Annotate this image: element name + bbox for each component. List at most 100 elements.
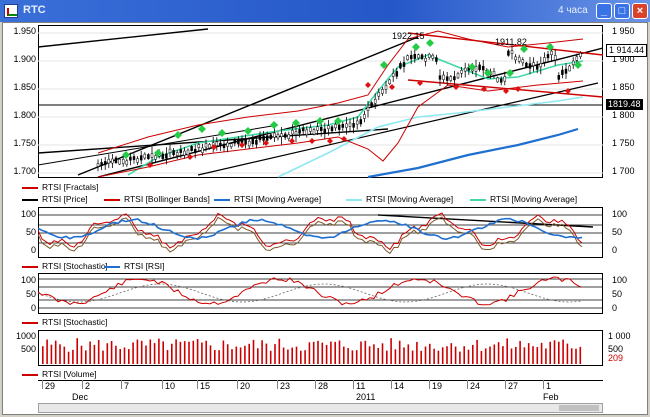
- title-bar: RTC 4 часа _ □ ×: [0, 0, 650, 22]
- maximize-button[interactable]: □: [614, 3, 630, 19]
- trend-line: [38, 28, 209, 48]
- fractal-up-marker: [334, 117, 342, 125]
- candle-body: [575, 56, 579, 61]
- timeframe-label[interactable]: 4 часа: [558, 5, 588, 16]
- candle-body: [539, 63, 543, 68]
- candle-body: [219, 142, 222, 147]
- day-label: 19: [432, 381, 443, 391]
- ma-fast-line: [127, 54, 584, 176]
- fractal-down-marker: [565, 88, 571, 94]
- volume-bar: [132, 342, 134, 364]
- candle-body: [186, 149, 190, 156]
- candle-body: [255, 139, 258, 145]
- candle-body: [492, 71, 496, 76]
- volume-bar: [476, 339, 478, 364]
- volume-bar: [287, 349, 289, 364]
- fractal-up-marker: [122, 151, 130, 159]
- fractal-up-marker: [412, 43, 420, 51]
- stoch-rsi-pane[interactable]: [38, 207, 603, 258]
- scrollbar-thumb[interactable]: [559, 405, 599, 411]
- volume-bar: [347, 348, 349, 364]
- volume-bar: [192, 340, 195, 364]
- candle-body: [535, 64, 539, 70]
- close-button[interactable]: ×: [632, 3, 648, 19]
- candle-body: [409, 55, 413, 60]
- candle-body: [280, 133, 283, 138]
- fractal-up-marker: [546, 43, 554, 51]
- candle-body: [345, 123, 348, 128]
- candle-body: [190, 146, 193, 151]
- trend-line: [97, 47, 603, 178]
- volume-pane[interactable]: [38, 330, 603, 366]
- candle-body: [532, 62, 535, 67]
- osc1-axis-label: 0: [612, 245, 618, 255]
- candle-body: [449, 76, 453, 81]
- volume-bar: [201, 342, 203, 364]
- day-label: 1: [546, 381, 552, 391]
- candle-body: [327, 125, 330, 130]
- volume-bar: [149, 339, 152, 364]
- candle-body: [564, 68, 568, 74]
- candle-body: [237, 139, 240, 145]
- candle-body: [359, 119, 363, 125]
- volume-bar: [472, 344, 474, 364]
- volume-bar: [368, 346, 371, 364]
- candle-body: [334, 123, 337, 129]
- day-tick: [315, 380, 316, 389]
- fractal-up-marker: [380, 61, 388, 69]
- candle-body: [420, 54, 424, 60]
- minimize-button[interactable]: _: [596, 3, 612, 19]
- app-icon: [4, 4, 18, 18]
- volume-bar: [450, 343, 453, 364]
- candle-body: [330, 126, 334, 132]
- candle-body: [438, 75, 442, 80]
- candle-body: [168, 148, 172, 153]
- candle-body: [118, 159, 121, 165]
- volume-bar: [480, 350, 483, 364]
- osc2-left-label: 50: [25, 289, 36, 299]
- volume-bar: [119, 349, 121, 364]
- volume-bar: [140, 340, 143, 364]
- candle-body: [154, 155, 157, 160]
- volume-bar: [334, 341, 336, 364]
- horizontal-scrollbar[interactable]: [38, 403, 603, 413]
- legend-stochastic: RTSI [Stochastic]: [22, 261, 108, 271]
- fractal-down-marker: [211, 144, 217, 150]
- candle-body: [201, 147, 204, 153]
- day-tick: [429, 380, 430, 389]
- month-label: Dec: [72, 392, 89, 402]
- candle-body: [355, 120, 359, 125]
- time-axis[interactable]: [38, 380, 603, 403]
- volume-bar: [579, 346, 582, 364]
- candle-body: [460, 70, 463, 74]
- candle-body: [143, 153, 147, 159]
- candle-body: [197, 144, 201, 148]
- candle-body: [496, 77, 499, 83]
- price-left-label: 1.850: [13, 82, 36, 92]
- candle-body: [391, 72, 395, 77]
- candle-body: [427, 53, 431, 58]
- volume-bar: [162, 341, 164, 364]
- legend-ma-slow: RTSI [Moving Average]: [214, 194, 321, 204]
- volume-bar: [72, 349, 74, 364]
- volume-bar: [106, 343, 109, 364]
- legend-price: RTSI [Price]: [22, 194, 88, 204]
- candle-body: [370, 102, 373, 107]
- candle-body: [521, 59, 525, 64]
- stochastic-chart: [38, 276, 603, 309]
- volume-bar: [545, 348, 547, 364]
- rsi-line: [38, 217, 583, 241]
- candle-body: [514, 56, 517, 61]
- candle-body: [456, 73, 460, 79]
- volume-bar: [257, 348, 259, 364]
- day-label: 15: [200, 381, 211, 391]
- trend-line: [38, 124, 279, 166]
- fractal-up-marker: [484, 69, 492, 77]
- volume-bar: [269, 350, 272, 364]
- candle-body: [125, 160, 129, 165]
- candle-body: [510, 50, 514, 54]
- fractal-up-marker: [468, 63, 476, 71]
- candle-body: [305, 129, 309, 135]
- price-left-label: 1.800: [13, 110, 36, 120]
- volume-bar: [239, 347, 242, 364]
